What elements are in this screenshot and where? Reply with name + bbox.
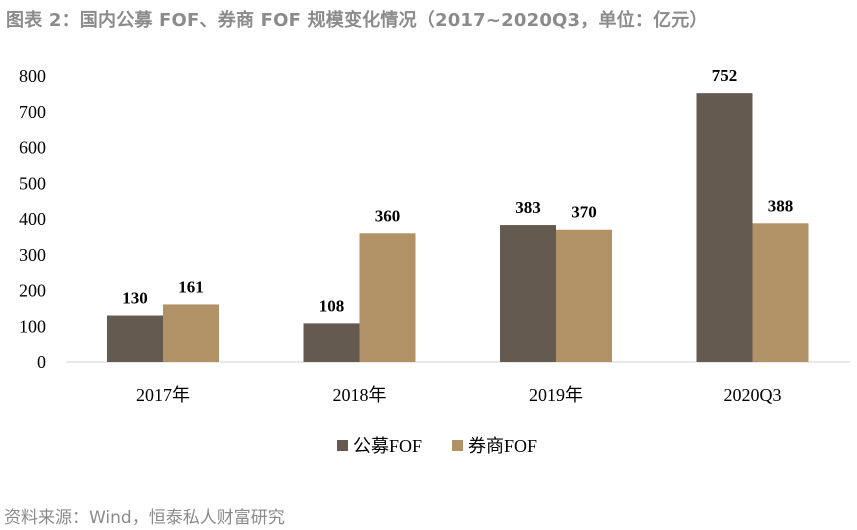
y-tick-label: 100 [19,316,46,336]
y-tick-label: 200 [19,281,46,301]
bar-公募FOF-2019年 [500,225,556,362]
data-label: 360 [375,206,401,225]
data-label: 388 [768,196,794,215]
legend: 公募FOF 券商FOF [337,436,537,456]
data-label: 161 [178,277,204,296]
bar-券商FOF-2019年 [556,229,612,362]
data-label: 108 [319,296,345,315]
data-label: 752 [712,66,738,85]
bars: 130 161 108 360 383 370 752 388 [107,66,809,362]
data-label: 370 [571,203,597,222]
data-label: 383 [515,198,541,217]
legend-swatch [452,440,463,451]
bar-公募FOF-2018年 [303,323,360,362]
chart-title: 图表 2：国内公募 FOF、券商 FOF 规模变化情况（2017~2020Q3，… [6,10,708,31]
bar-公募FOF-2017年 [107,315,163,362]
bar-券商FOF-2020Q3 [752,223,809,362]
y-tick-label: 700 [19,102,46,122]
legend-label: 券商FOF [468,436,537,456]
bar-券商FOF-2017年 [163,304,219,362]
source-note: 资料来源：Wind，恒泰私人财富研究 [4,508,285,528]
x-tick-label: 2019年 [529,385,583,405]
y-tick-label: 500 [19,173,46,193]
y-axis: 0 100 200 300 400 500 600 700 800 [19,66,46,372]
bar-券商FOF-2018年 [359,233,416,362]
x-tick-label: 2020Q3 [724,385,782,405]
x-axis: 2017年 2018年 2019年 2020Q3 [136,385,782,405]
y-tick-label: 0 [37,352,46,372]
y-tick-label: 800 [19,66,46,86]
x-tick-label: 2018年 [333,385,387,405]
x-tick-label: 2017年 [136,385,190,405]
bar-公募FOF-2020Q3 [696,93,753,362]
legend-swatch [337,440,348,451]
y-tick-label: 300 [19,245,46,265]
data-label: 130 [122,289,148,308]
y-tick-label: 400 [19,209,46,229]
y-tick-label: 600 [19,138,46,158]
legend-label: 公募FOF [353,436,422,456]
